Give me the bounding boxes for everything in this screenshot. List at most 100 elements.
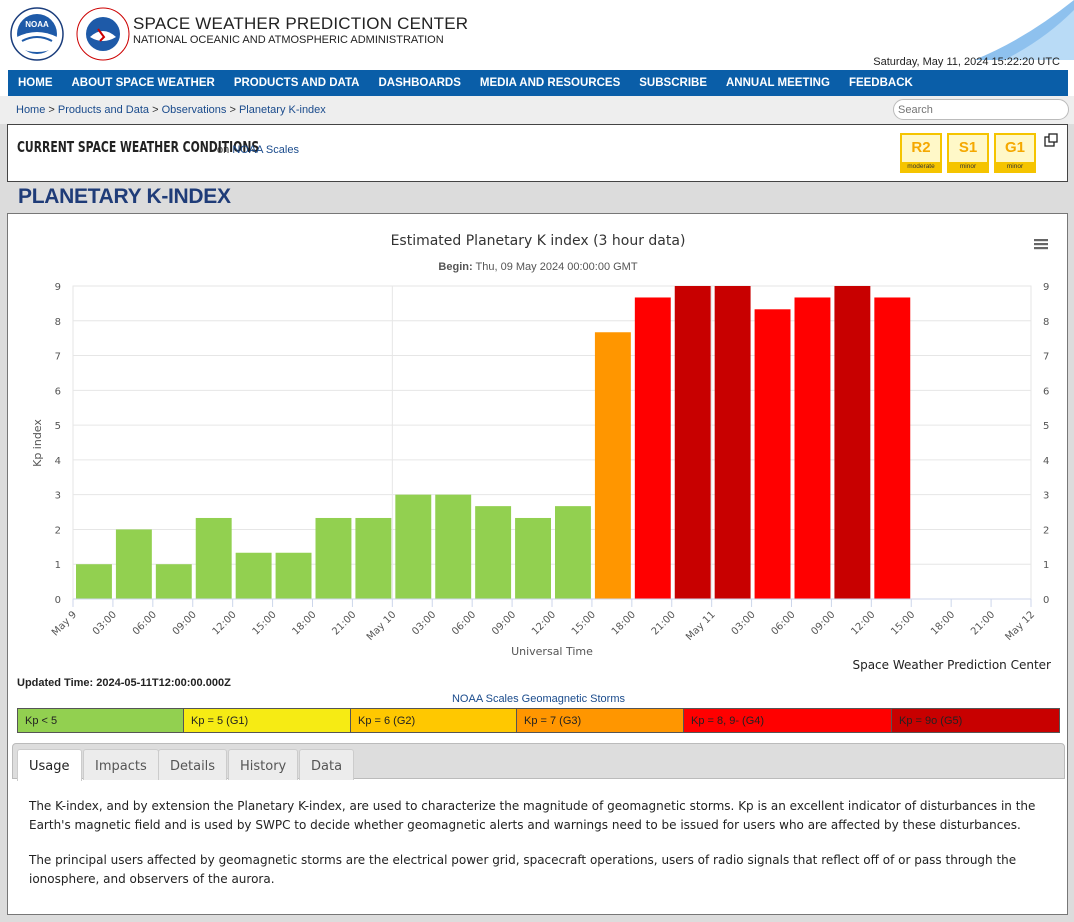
nav-media-and-resources[interactable]: MEDIA AND RESOURCES (479, 77, 621, 89)
nav-feedback[interactable]: FEEDBACK (848, 77, 913, 89)
legend-label: Kp = 9o (G5) (899, 715, 963, 727)
kp-bar[interactable] (315, 517, 352, 599)
tab-history[interactable]: History (228, 749, 299, 780)
tab-usage[interactable]: Usage (17, 749, 82, 781)
kp-bar[interactable] (714, 286, 751, 599)
chart-subtitle-label: Begin: (438, 261, 472, 273)
y-tick-label-right: 7 (1043, 352, 1049, 363)
scale-label: minor (996, 162, 1034, 171)
legend-title[interactable]: NOAA Scales Geomagnetic Storms (451, 693, 625, 705)
kp-bar[interactable] (395, 494, 432, 599)
tab-impacts[interactable]: Impacts (83, 749, 159, 780)
noaa-logo-icon[interactable]: NOAA (10, 7, 64, 61)
chart-panel: Estimated Planetary K index (3 hour data… (7, 213, 1068, 915)
x-tick-label: 09:00 (490, 609, 518, 637)
kp-bar[interactable] (555, 506, 591, 599)
x-tick-label: 15:00 (251, 609, 279, 637)
y-tick-label-right: 4 (1043, 456, 1049, 467)
kp-bar[interactable] (195, 517, 232, 599)
chart-credit: Space Weather Prediction Center (852, 658, 1051, 672)
geomagnetic-scale-legend: Kp < 5 Kp = 5 (G1) Kp = 6 (G2) Kp = 7 (G… (17, 708, 1060, 733)
x-tick-label: 21:00 (330, 609, 358, 637)
x-tick-label: 09:00 (809, 609, 837, 637)
x-tick-label: May 9 (50, 609, 79, 638)
kp-bar[interactable] (475, 506, 512, 599)
x-tick-label: 06:00 (769, 609, 797, 637)
x-tick-label: 06:00 (131, 609, 159, 637)
legend-item-g5: Kp = 9o (G5) (892, 709, 1059, 732)
chart-menu-icon[interactable] (1033, 237, 1049, 251)
kp-bar[interactable] (594, 332, 631, 599)
nav-products-and-data[interactable]: PRODUCTS AND DATA (233, 77, 360, 89)
noaa-scales-link[interactable]: NOAA Scales (232, 144, 299, 156)
nav-home[interactable]: HOME (18, 77, 53, 89)
usage-tab-content: The K-index, and by extension the Planet… (29, 797, 1044, 905)
chart-bars (76, 286, 911, 599)
breadcrumb-observations[interactable]: Observations (161, 104, 227, 116)
y-tick-label: 0 (55, 595, 61, 606)
x-tick-label: 12:00 (530, 609, 558, 637)
kp-bar[interactable] (834, 286, 871, 599)
scale-level: G1 (1004, 139, 1025, 156)
tab-bar: Usage Impacts Details History Data (12, 743, 1065, 781)
scale-level: R2 (911, 139, 931, 156)
legend-label: Kp = 8, 9- (G4) (691, 715, 765, 727)
scale-badge-s[interactable]: S1 minor (947, 133, 989, 173)
nav-subscribe[interactable]: SUBSCRIBE (639, 77, 707, 89)
kp-bar[interactable] (76, 564, 112, 599)
kp-bar[interactable] (674, 286, 711, 599)
nav-annual-meeting[interactable]: ANNUAL MEETING (726, 77, 830, 89)
y-tick-label: 8 (55, 317, 61, 328)
current-conditions-bar: CURRENT SPACE WEATHER CONDITIONS on NOAA… (7, 124, 1068, 182)
scale-label: moderate (902, 162, 940, 171)
y-tick-label-right: 5 (1043, 421, 1049, 432)
tab-data[interactable]: Data (299, 749, 355, 780)
main-nav: HOME ABOUT SPACE WEATHER PRODUCTS AND DA… (8, 70, 1068, 96)
breadcrumb-planetary-k-index[interactable]: Planetary K-index (238, 104, 326, 116)
tab-details[interactable]: Details (158, 749, 228, 780)
x-tick-label: 18:00 (929, 609, 957, 637)
y-tick-label: 4 (55, 456, 61, 467)
breadcrumb-separator: > (229, 104, 236, 116)
nav-dashboards[interactable]: DASHBOARDS (378, 77, 461, 89)
y-tick-label: 6 (55, 386, 61, 397)
y-tick-label-right: 6 (1043, 386, 1049, 397)
y-tick-label: 5 (55, 421, 61, 432)
chart-title: Estimated Planetary K index (3 hour data… (391, 233, 686, 249)
kp-bar[interactable] (275, 552, 312, 599)
x-tick-label: 06:00 (450, 609, 478, 637)
kp-bar[interactable] (754, 309, 791, 599)
kp-bar[interactable] (634, 297, 671, 599)
kp-bar[interactable] (355, 517, 392, 599)
kp-bar[interactable] (235, 552, 272, 599)
breadcrumb-separator: > (152, 104, 159, 116)
nav-about-space-weather[interactable]: ABOUT SPACE WEATHER (71, 77, 215, 89)
scale-badge-g[interactable]: G1 minor (994, 133, 1036, 173)
kp-bar[interactable] (435, 494, 472, 599)
breadcrumb-products-and-data[interactable]: Products and Data (57, 104, 150, 116)
nws-logo-icon[interactable] (76, 7, 130, 61)
current-datetime: Saturday, May 11, 2024 15:22:20 UTC (873, 56, 1060, 68)
y-tick-label: 7 (55, 352, 61, 363)
popout-icon[interactable] (1044, 133, 1058, 147)
search-input[interactable] (893, 99, 1069, 120)
scale-badge-r[interactable]: R2 moderate (900, 133, 942, 173)
x-tick-label: May 11 (684, 609, 718, 643)
x-tick-label: 15:00 (889, 609, 917, 637)
y-tick-label-right: 3 (1043, 491, 1049, 502)
noaa-logo-text: NOAA (25, 20, 49, 29)
legend-item-g4: Kp = 8, 9- (G4) (684, 709, 892, 732)
kp-bar[interactable] (794, 297, 831, 599)
legend-label: Kp = 5 (G1) (191, 715, 249, 727)
chart-subtitle: Begin: Thu, 09 May 2024 00:00:00 GMT (438, 261, 637, 273)
kp-bar[interactable] (115, 529, 152, 599)
x-tick-label: 03:00 (91, 609, 119, 637)
x-tick-label: 21:00 (969, 609, 997, 637)
kp-bar[interactable] (515, 517, 551, 599)
breadcrumb-home[interactable]: Home (16, 104, 46, 116)
conditions-title: CURRENT SPACE WEATHER CONDITIONS (17, 138, 260, 156)
legend-item-g3: Kp = 7 (G3) (517, 709, 684, 732)
kp-bar[interactable] (155, 564, 192, 599)
breadcrumb-row: Home > Products and Data > Observations … (0, 96, 1074, 124)
kp-bar[interactable] (874, 297, 911, 599)
